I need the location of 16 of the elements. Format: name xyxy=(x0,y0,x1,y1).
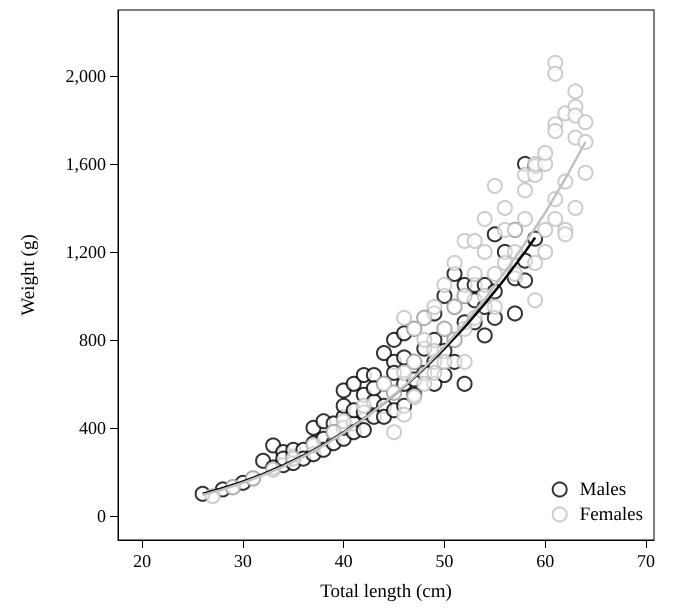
x-tick-label: 30 xyxy=(234,551,252,571)
x-tick-label: 50 xyxy=(435,551,454,571)
x-tick-label: 20 xyxy=(133,551,152,571)
y-tick-label: 2,000 xyxy=(66,66,106,86)
legend-label: Females xyxy=(580,504,644,525)
y-tick-label: 0 xyxy=(97,506,106,526)
legend-label: Males xyxy=(580,479,626,500)
y-tick-label: 400 xyxy=(79,418,106,438)
x-tick-label: 60 xyxy=(536,551,554,571)
x-tick-label: 70 xyxy=(636,551,655,571)
y-tick-label: 800 xyxy=(79,330,106,350)
y-axis-title: Weight (g) xyxy=(18,234,39,316)
x-tick-label: 40 xyxy=(334,551,353,571)
x-axis-title: Total length (cm) xyxy=(320,581,452,602)
y-tick-label: 1,600 xyxy=(66,154,106,174)
y-tick-label: 1,200 xyxy=(66,242,106,262)
